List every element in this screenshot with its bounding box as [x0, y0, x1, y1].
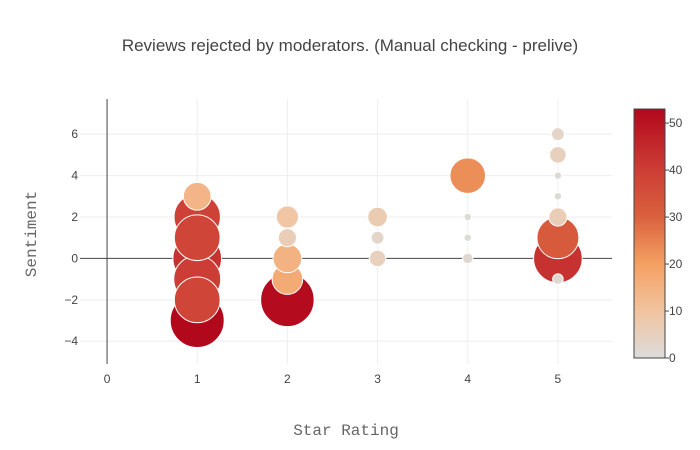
data-point — [461, 252, 474, 265]
data-point — [553, 171, 563, 180]
x-tick-label: 2 — [284, 372, 291, 386]
data-point — [275, 205, 300, 229]
data-point — [182, 181, 212, 211]
data-point — [549, 146, 567, 164]
tick-labels: 0 1 2 3 4 5 −4 −2 0 2 4 6 — [64, 127, 561, 386]
data-point — [368, 249, 387, 268]
data-point — [272, 243, 303, 274]
colorbar-ticks: 0 10 20 30 40 50 — [665, 116, 683, 365]
x-tick-label: 5 — [555, 372, 562, 386]
colorbar-tick-label: 30 — [669, 210, 683, 224]
data-point — [553, 192, 563, 201]
axes — [80, 99, 612, 364]
data-point — [173, 276, 221, 324]
data-point — [463, 233, 472, 242]
colorbar-tick-label: 40 — [669, 163, 683, 177]
y-tick-label: −2 — [64, 293, 78, 307]
y-axis-title: Sentiment — [23, 191, 41, 277]
data-point — [463, 212, 472, 222]
x-tick-label: 4 — [464, 372, 471, 386]
data-point — [367, 206, 388, 228]
colorbar-tick-label: 20 — [669, 257, 683, 271]
colorbar-tick-label: 50 — [669, 116, 683, 130]
data-points — [169, 127, 583, 349]
x-tick-label: 1 — [194, 372, 201, 386]
y-tick-label: 2 — [71, 210, 78, 224]
data-point — [173, 214, 221, 262]
x-tick-label: 3 — [374, 372, 381, 386]
colorbar-tick-label: 0 — [669, 351, 676, 365]
colorbar: 0 10 20 30 40 50 — [633, 108, 683, 365]
data-point — [552, 273, 564, 285]
y-tick-label: −4 — [64, 334, 78, 348]
data-point — [449, 157, 487, 194]
x-axis-title: Star Rating — [293, 422, 399, 440]
grid — [80, 99, 612, 364]
data-point — [548, 207, 568, 227]
data-point — [550, 127, 565, 142]
x-tick-label: 0 — [104, 372, 111, 386]
chart-title: Reviews rejected by moderators. (Manual … — [122, 36, 578, 55]
y-tick-label: 6 — [71, 127, 78, 141]
data-point — [277, 228, 297, 248]
y-tick-label: 4 — [71, 169, 78, 183]
y-tick-label: 0 — [71, 251, 78, 265]
colorbar-gradient — [633, 108, 666, 359]
data-point — [370, 230, 385, 245]
colorbar-tick-label: 10 — [669, 304, 683, 318]
